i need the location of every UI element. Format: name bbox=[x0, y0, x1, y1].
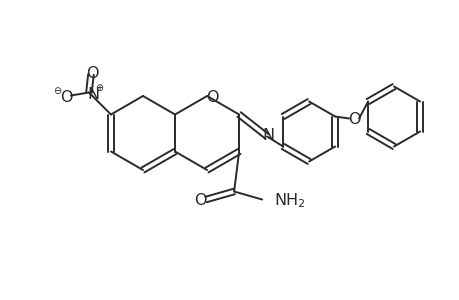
Text: O: O bbox=[193, 193, 206, 208]
Text: O: O bbox=[60, 90, 72, 105]
Text: N: N bbox=[87, 87, 99, 102]
Text: O: O bbox=[205, 89, 218, 104]
Text: $\oplus$: $\oplus$ bbox=[95, 82, 104, 93]
Text: O: O bbox=[85, 66, 98, 81]
Text: N: N bbox=[262, 128, 274, 143]
Text: O: O bbox=[347, 112, 359, 127]
Text: NH$_2$: NH$_2$ bbox=[274, 191, 305, 210]
Text: $\ominus$: $\ominus$ bbox=[53, 85, 62, 96]
